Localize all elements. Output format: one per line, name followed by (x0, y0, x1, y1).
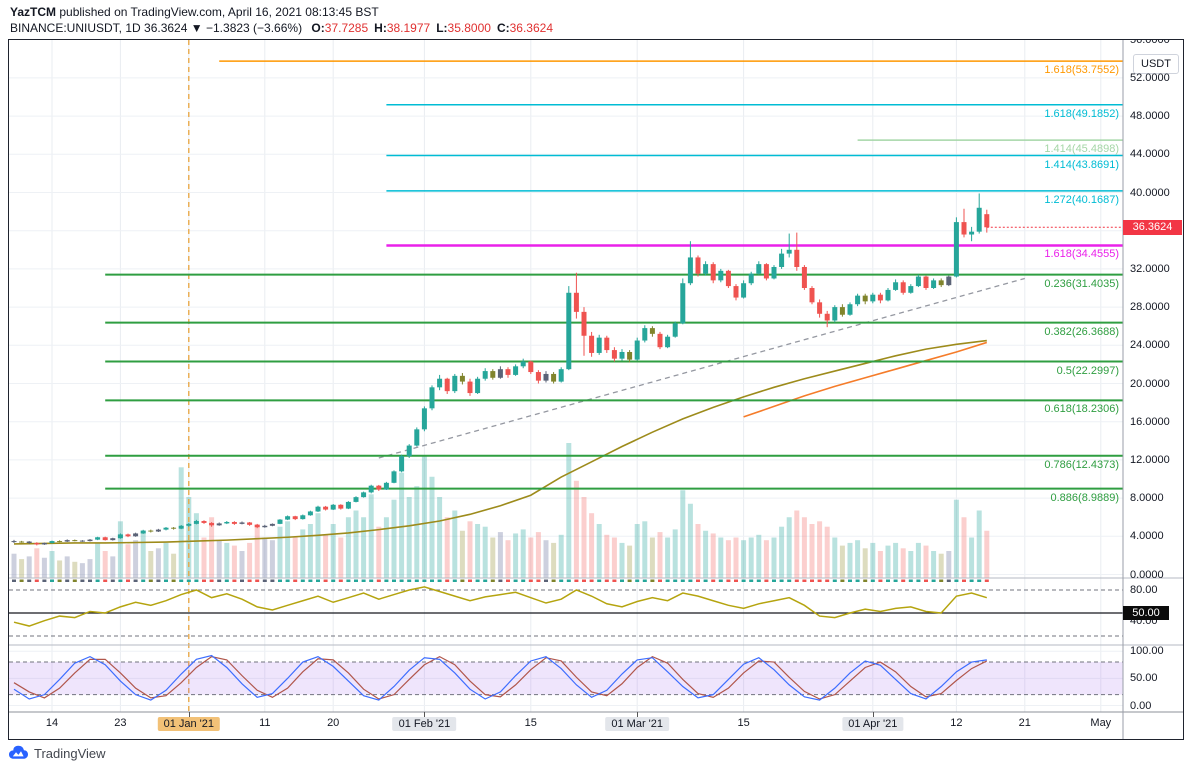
fib-level-label: 0.886(8.9889) (1050, 491, 1120, 504)
author-name: YazTCM (10, 5, 57, 19)
tradingview-brand-text: TradingView (34, 745, 106, 761)
fib-level-label: 1.414(43.8691) (1044, 158, 1119, 171)
time-axis-label: 21 (1018, 717, 1031, 729)
price-axis-tick: 32.0000 (1130, 262, 1170, 275)
time-axis-tick-mark (872, 712, 874, 717)
publish-info: published on TradingView.com, April 16, … (59, 5, 379, 19)
ohlc-value: 36.3624 (509, 21, 553, 35)
fib-level-label: 1.618(53.7552) (1044, 64, 1119, 77)
ohlc-value: 37.7285 (324, 21, 369, 35)
fib-level-label: 0.786(12.4373) (1044, 458, 1119, 471)
symbol-interval: BINANCE:UNIUSDT, 1D (10, 21, 141, 35)
time-axis-tick-mark (637, 712, 639, 717)
fib-level-label: 0.5(22.2997) (1056, 364, 1119, 377)
fib-level-label: 1.272(40.1687) (1044, 193, 1119, 206)
price-axis-tick: 16.0000 (1130, 415, 1170, 428)
price-axis-tick: 8.0000 (1130, 492, 1164, 505)
price-axis-tick: 44.0000 (1130, 148, 1170, 161)
price-axis-tick: 52.0000 (1130, 71, 1170, 84)
fib-level-label: 1.618(34.4555) (1044, 248, 1119, 261)
time-axis-tick-mark (188, 712, 190, 717)
tradingview-logo-icon (9, 745, 28, 759)
time-axis-label: 01 Apr '21 (842, 717, 904, 731)
ohlc-key: H: (374, 21, 387, 35)
time-axis-label: 01 Mar '21 (605, 717, 670, 731)
price-change: −1.3823 (−3.66%) (206, 21, 303, 35)
time-axis-label: 15 (737, 717, 750, 729)
time-axis-label: May (1090, 717, 1112, 729)
last-price-badge: 36.3624 (1123, 219, 1182, 235)
time-axis-label: 11 (259, 717, 271, 729)
publish-header: YazTCM published on TradingView.com, Apr… (10, 4, 379, 20)
time-axis-label: 23 (114, 717, 127, 729)
last-price-text: 36.3624 (144, 21, 188, 35)
price-axis-tick: 0.0000 (1130, 568, 1164, 581)
time-axis-label: 01 Feb '21 (392, 717, 457, 731)
ohlc-readout: O:37.7285 H:38.1977 L:35.8000 C:36.3624 (305, 21, 553, 35)
fib-level-label: 0.382(26.3688) (1044, 325, 1119, 338)
time-axis-label: 15 (524, 717, 537, 729)
price-axis-tick: 4.0000 (1130, 530, 1164, 543)
price-axis-tick: 48.0000 (1130, 110, 1170, 123)
rsi-axis-tick: 80.00 (1130, 583, 1158, 596)
stoch-axis-tick: 0.00 (1130, 699, 1152, 712)
price-axis-tick: 12.0000 (1130, 453, 1170, 466)
ohlc-key: O: (311, 21, 325, 35)
price-axis-tick: 20.0000 (1130, 377, 1170, 390)
chart-canvas[interactable] (9, 40, 1183, 739)
fib-level-label: 1.414(45.4898) (1044, 143, 1119, 156)
price-axis-tick: 56.0000 (1130, 39, 1170, 46)
ohlc-key: C: (496, 21, 510, 35)
price-axis-tick: 24.0000 (1130, 339, 1170, 352)
ohlc-value: 35.8000 (447, 21, 491, 35)
rsi-mid-badge: 50.00 (1123, 606, 1169, 620)
down-arrow-icon: ▼ (190, 21, 203, 35)
ohlc-value: 38.1977 (386, 21, 431, 35)
price-axis-tick: 28.0000 (1130, 301, 1170, 314)
time-axis-label: 12 (950, 717, 963, 729)
price-axis-tick: 40.0000 (1130, 186, 1170, 199)
currency-unit-button[interactable]: USDT (1133, 54, 1179, 74)
fib-level-label: 1.618(49.1852) (1044, 107, 1119, 120)
time-axis-label: 20 (327, 717, 340, 729)
tradingview-attribution[interactable]: TradingView (8, 745, 106, 761)
stoch-axis-tick: 50.00 (1130, 672, 1158, 685)
fib-level-label: 0.618(18.2306) (1044, 403, 1119, 416)
fib-level-label: 0.236(31.4035) (1044, 277, 1119, 290)
time-axis-tick-mark (424, 712, 426, 717)
stoch-axis-tick: 100.00 (1130, 645, 1164, 658)
time-axis-label: 01 Jan '21 (157, 717, 221, 731)
time-axis-label: 14 (45, 717, 59, 729)
symbol-header: BINANCE:UNIUSDT, 1D 36.3624 ▼ −1.3823 (−… (10, 20, 553, 36)
ohlc-key: L: (436, 21, 448, 35)
chart-frame: USDT 1.618(53.7552) 1.618(49.1852) 1.414(4… (8, 39, 1184, 740)
